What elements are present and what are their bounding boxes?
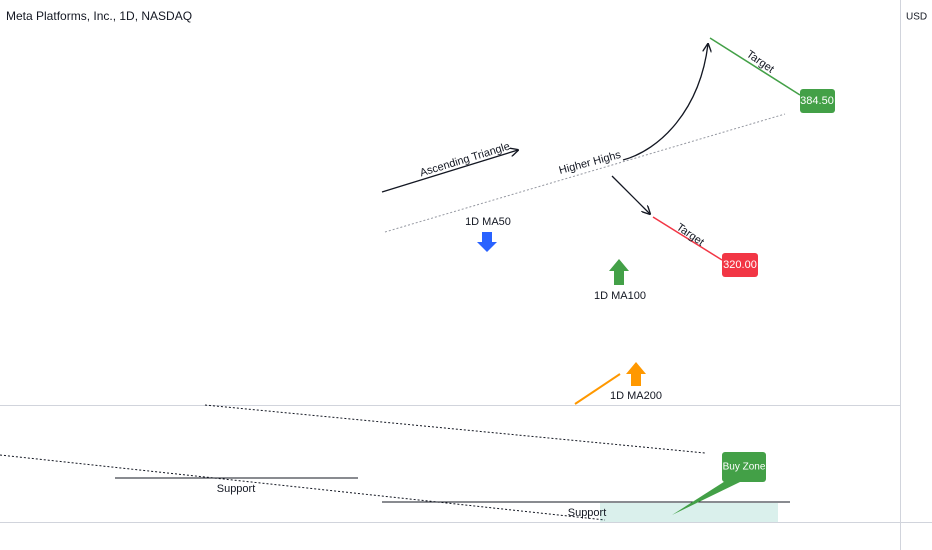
ma-label: 1D MA50 <box>465 216 511 228</box>
target-line <box>709 37 801 96</box>
ma200-arrow <box>626 362 646 386</box>
ma200-line <box>574 373 621 405</box>
currency: USD <box>906 12 927 23</box>
target-box <box>800 89 835 113</box>
target-value: 320.00 <box>723 259 757 271</box>
target-value: 384.50 <box>800 95 834 107</box>
chart-title: Meta Platforms, Inc., 1D, NASDAQ <box>6 9 192 23</box>
buy-zone-box <box>722 452 766 482</box>
ma-label: 1D MA200 <box>610 390 662 402</box>
target-box <box>722 253 758 277</box>
annotation: Support <box>217 483 256 495</box>
ma-label: 1D MA100 <box>594 290 646 302</box>
annotation: Higher Highs <box>558 149 623 177</box>
callout-pointer <box>672 478 740 515</box>
annotation: Ascending Triangle <box>418 140 511 179</box>
trend-line <box>384 113 786 233</box>
arrow <box>381 150 518 193</box>
target-line <box>652 216 723 261</box>
buy-zone-area <box>600 503 778 522</box>
arrow <box>611 175 650 214</box>
trend-line <box>204 404 706 454</box>
annotation: Buy Zone <box>723 462 766 473</box>
arrow <box>622 44 708 161</box>
ma50-arrow <box>477 232 497 252</box>
drawings <box>0 37 801 522</box>
trend-line <box>0 454 606 521</box>
target-label: Target <box>674 221 706 248</box>
annotation: Support <box>568 507 607 519</box>
ma100-arrow <box>609 259 629 285</box>
